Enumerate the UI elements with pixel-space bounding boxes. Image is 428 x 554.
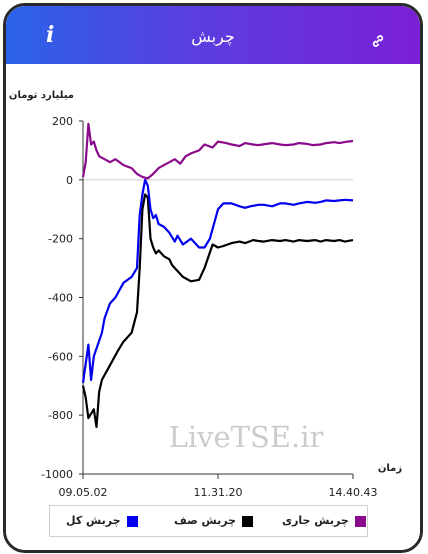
series-lines bbox=[81, 122, 354, 428]
page-title: چربش bbox=[191, 27, 235, 46]
legend: چربش جاری چربش صف چربش کل bbox=[49, 505, 368, 537]
y-ticks: 200 0 -200 -400 -600 -800 -1000 bbox=[41, 115, 83, 481]
x-axis-title: زمان bbox=[378, 463, 402, 474]
y-tick-label: 200 bbox=[52, 115, 73, 128]
app-frame: i چربش میلیارد تومان زمان 200 0 -200 -400 -6… bbox=[3, 3, 423, 553]
legend-swatch-total bbox=[126, 515, 138, 527]
chart-area: میلیارد تومان زمان 200 0 -200 -400 -600 -800 -… bbox=[6, 64, 420, 550]
legend-item-total[interactable]: چربش کل bbox=[66, 506, 138, 536]
y-axis-title: میلیارد تومان bbox=[9, 90, 74, 101]
legend-label-queue: چربش صف bbox=[174, 514, 237, 527]
chart-svg: میلیارد تومان زمان 200 0 -200 -400 -600 -800 -… bbox=[9, 90, 402, 499]
y-tick-label: -200 bbox=[48, 233, 73, 246]
series-line-2 bbox=[81, 122, 354, 180]
x-ticks: 09.05.02 11.31.20 14.40.43 bbox=[59, 474, 378, 499]
legend-swatch-current bbox=[354, 515, 366, 527]
y-tick-label: -1000 bbox=[41, 468, 73, 481]
watermark: LiveTSE.ir bbox=[169, 420, 324, 454]
legend-swatch-queue bbox=[242, 515, 254, 527]
x-tick-label: 11.31.20 bbox=[194, 486, 243, 499]
y-tick-label: -800 bbox=[48, 409, 73, 422]
legend-label-current: چربش جاری bbox=[282, 514, 349, 527]
series-line-1 bbox=[81, 193, 354, 428]
header-bar: i چربش bbox=[6, 6, 420, 64]
info-icon[interactable]: i bbox=[46, 22, 55, 48]
x-tick-label: 14.40.43 bbox=[329, 486, 378, 499]
legend-label-total: چربش کل bbox=[66, 514, 121, 527]
y-tick-label: 0 bbox=[66, 174, 73, 187]
legend-item-current[interactable]: چربش جاری bbox=[282, 506, 366, 536]
y-tick-label: -400 bbox=[48, 292, 73, 305]
legend-item-queue[interactable]: چربش صف bbox=[174, 506, 254, 536]
y-tick-label: -600 bbox=[48, 350, 73, 363]
link-icon[interactable] bbox=[369, 32, 387, 50]
series-line-0 bbox=[81, 178, 354, 383]
x-tick-label: 09.05.02 bbox=[59, 486, 108, 499]
